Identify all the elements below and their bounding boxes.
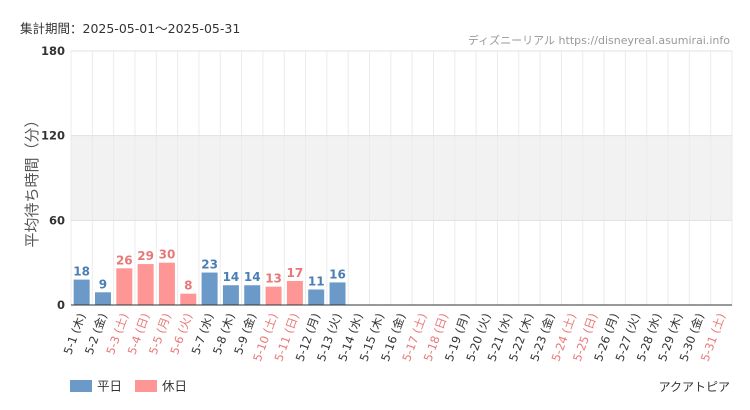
data-label: 23 <box>201 258 218 272</box>
legend-label: 平日 <box>97 379 122 394</box>
y-tick-label: 180 <box>41 44 65 58</box>
data-label: 11 <box>308 274 325 288</box>
data-label: 18 <box>73 265 90 279</box>
bars <box>73 262 346 305</box>
data-label: 14 <box>223 270 240 284</box>
bar <box>329 282 346 305</box>
legend-label: 休日 <box>162 379 187 394</box>
bar <box>158 262 175 305</box>
period-label: 集計期間：2025-05-01〜2025-05-31 <box>20 21 241 36</box>
y-axis-label: 平均待ち時間（分） <box>23 112 41 247</box>
bar <box>201 272 218 305</box>
data-label: 29 <box>137 249 154 263</box>
y-axis-ticks: 0 60 120 180 <box>41 44 65 312</box>
data-label: 13 <box>265 272 282 286</box>
bar <box>116 268 133 305</box>
grid-lines <box>70 50 733 305</box>
bar <box>180 293 197 305</box>
data-label: 8 <box>184 279 192 293</box>
bar <box>94 292 111 305</box>
bar <box>137 264 154 305</box>
legend-swatch <box>70 380 92 392</box>
x-axis-labels: 5-1 (木)5-2 (金)5-3 (土)5-4 (日)5-5 (月)5-6 (… <box>61 311 729 363</box>
background-bands <box>71 135 732 221</box>
data-label: 9 <box>99 277 107 291</box>
bar <box>286 281 303 305</box>
park-name: アクアトピア <box>659 380 730 394</box>
bar <box>73 279 90 305</box>
y-tick-label: 60 <box>49 213 65 227</box>
y-tick-label: 120 <box>41 129 65 143</box>
bar <box>308 289 325 305</box>
data-label: 17 <box>287 266 304 280</box>
grid-band <box>71 135 732 221</box>
y-tick-label: 0 <box>57 298 65 312</box>
bar <box>222 285 239 305</box>
data-labels: 18 9 26 29 30 8 23 14 14 13 17 11 16 <box>73 248 346 293</box>
legend-swatch <box>135 380 157 392</box>
credit-text: ディズニーリアル https://disneyreal.asumirai.inf… <box>468 33 730 47</box>
bar <box>265 286 282 305</box>
data-label: 30 <box>159 248 176 262</box>
data-label: 26 <box>116 253 133 267</box>
data-label: 16 <box>329 267 346 281</box>
legend: 平日 休日 <box>70 379 187 394</box>
data-label: 14 <box>244 270 261 284</box>
bar <box>244 285 261 305</box>
